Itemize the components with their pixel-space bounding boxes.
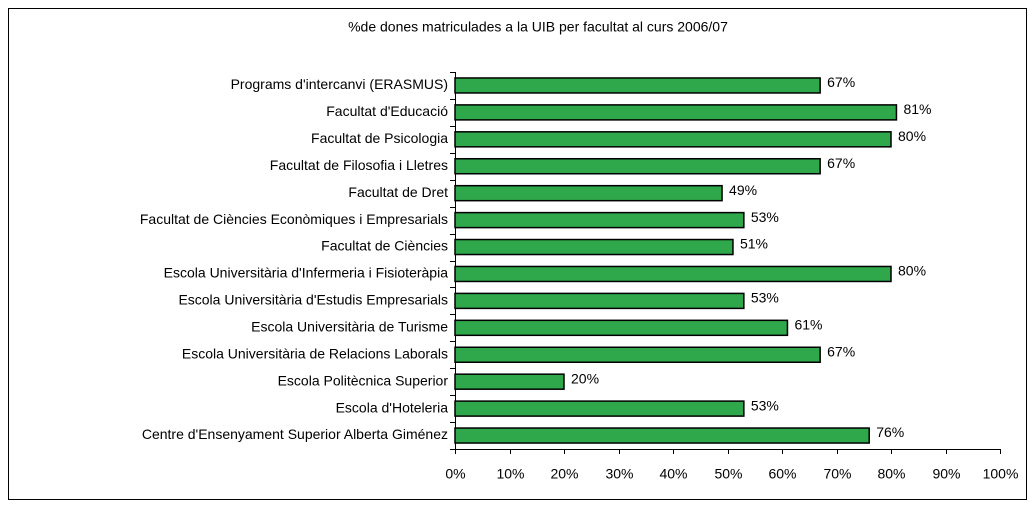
bar [454,427,870,444]
y-tick-label: Escola Universitària de Relacions Labora… [182,345,448,361]
x-tick-label: 40% [659,466,687,482]
data-label: 67% [827,343,855,359]
bar [454,292,745,310]
y-tick-label: Facultat de Dret [348,184,448,200]
x-tick-label: 70% [823,466,851,482]
x-tick-label: 20% [550,466,578,482]
y-tick-label: Centre d'Ensenyament Superior Alberta Gi… [142,426,448,442]
bar [454,211,745,229]
y-tick-label: Facultat d'Educació [326,103,448,119]
chart-title: %de dones matriculades a la UIB per facu… [348,19,728,35]
bar [454,77,821,94]
x-tick-label: 10% [496,466,524,482]
y-tick-label: Facultat de Ciències [321,238,448,254]
data-label: 49% [729,182,757,198]
data-label: 81% [903,101,931,117]
y-tick-label: Escola Universitària d'Estudis Empresari… [178,292,448,308]
x-tick-label: 0% [445,466,465,482]
bar [454,373,565,390]
bar [454,184,723,202]
y-tick-label: Escola Universitària d'Infermeria i Fisi… [164,265,449,281]
bar [454,158,821,175]
bar [454,265,892,283]
bar [454,319,789,337]
x-tick-label: 90% [932,466,960,482]
bar [454,346,821,363]
data-label: 67% [827,74,855,90]
y-tick-label: Escola d'Hoteleria [336,399,449,415]
data-label: 67% [827,155,855,171]
data-label: 76% [876,424,904,440]
x-tick-label: 50% [714,466,742,482]
bar [454,104,898,121]
bar [454,400,745,417]
x-tick-label: 100% [983,466,1019,482]
bar [454,131,892,148]
y-tick-label: Facultat de Ciències Econòmiques i Empre… [140,211,448,227]
data-label: 80% [898,128,926,144]
x-tick-label: 60% [768,466,796,482]
data-label: 20% [571,370,599,386]
bar [454,238,734,256]
data-label: 51% [740,236,768,252]
y-tick-label: Facultat de Psicologia [311,130,448,146]
y-tick-label: Escola Politècnica Superior [278,372,449,388]
data-label: 53% [751,397,779,413]
data-label: 61% [794,317,822,333]
data-label: 53% [751,290,779,306]
data-label: 80% [898,263,926,279]
y-tick-label: Facultat de Filosofia i Lletres [270,157,448,173]
y-tick-label: Escola Universitària de Turisme [251,319,448,335]
x-tick-label: 80% [877,466,905,482]
x-tick-label: 30% [605,466,633,482]
data-label: 53% [751,209,779,225]
y-tick-label: Programs d'intercanvi (ERASMUS) [231,76,448,92]
